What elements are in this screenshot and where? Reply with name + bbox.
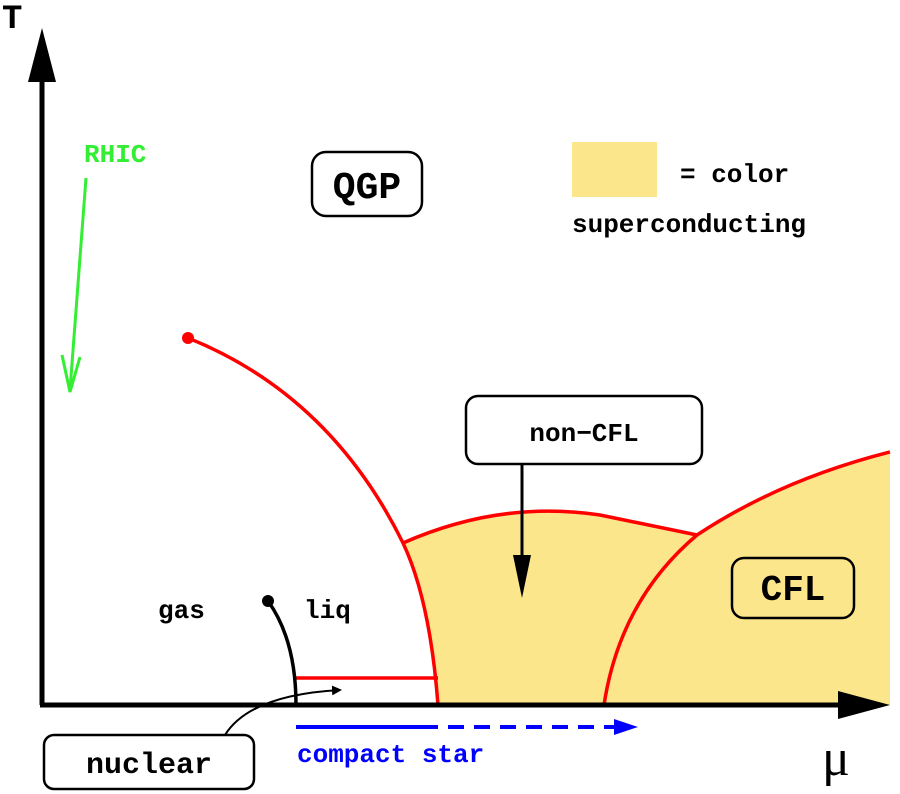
critical-point: [182, 332, 194, 344]
nuclear-label: nuclear: [86, 749, 212, 783]
qgp-box: [310, 150, 424, 218]
legend-superconducting-text: superconducting: [572, 210, 806, 240]
rhic-arrowhead: [60, 354, 82, 393]
rhic-arrow: [68, 177, 88, 391]
non-cfl-label: non−CFL: [529, 419, 638, 449]
non-cfl-region: [403, 511, 697, 705]
nuclear-arrow: [224, 685, 342, 736]
cfl-region: [604, 452, 890, 705]
non-cfl-arrowhead: [513, 555, 531, 598]
compact-star-arrowhead: [614, 719, 638, 735]
legend-equals-text: = color: [680, 160, 789, 190]
x-axis-label: μ: [822, 730, 850, 787]
x-axis-arrowhead: [838, 691, 890, 719]
rhic-label: RHIC: [84, 140, 146, 170]
liquid-gas-line: [266, 599, 298, 706]
hadron-qgp-boundary: [187, 336, 440, 706]
qgp-label: QGP: [333, 167, 401, 210]
y-axis-arrowhead: [28, 28, 56, 82]
nuclear-box: [42, 733, 256, 791]
non-cfl-box: [464, 394, 704, 466]
compact-star-label: compact star: [297, 740, 484, 770]
gas-label: gas: [158, 596, 205, 626]
liq-label: liq: [304, 596, 351, 626]
cfl-label: CFL: [761, 570, 826, 611]
non-cfl-upper-boundary: [402, 509, 698, 545]
cfl-box: [730, 556, 856, 620]
cfl-boundary: [602, 450, 891, 706]
y-axis-label: T: [2, 1, 22, 39]
legend-swatch: [572, 142, 657, 197]
